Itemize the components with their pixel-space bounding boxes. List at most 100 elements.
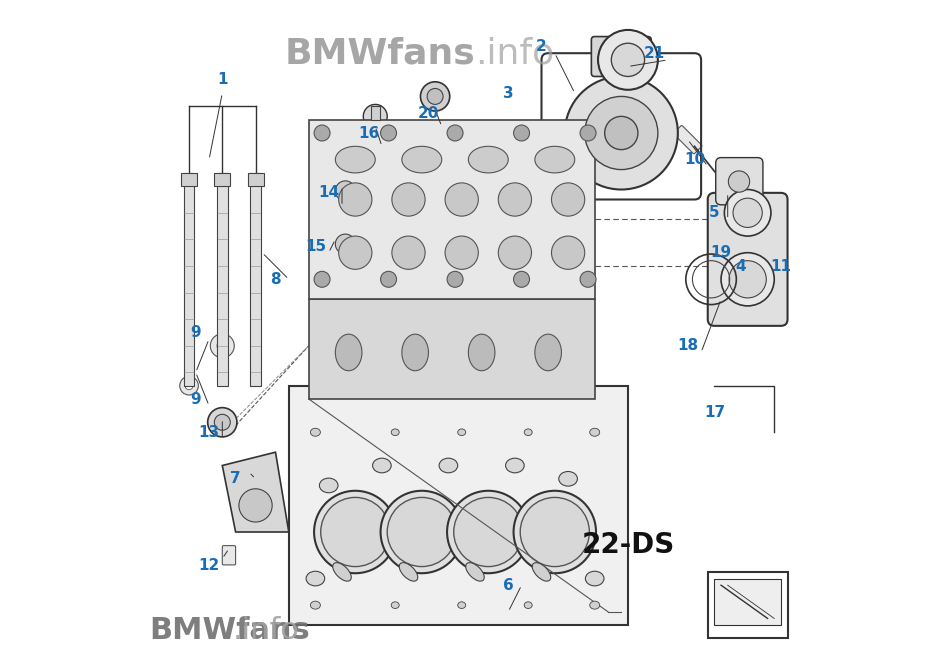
Circle shape xyxy=(514,491,596,573)
Polygon shape xyxy=(309,120,595,299)
Bar xyxy=(183,173,195,386)
Circle shape xyxy=(580,125,596,141)
Ellipse shape xyxy=(458,602,466,608)
Ellipse shape xyxy=(468,146,508,173)
Text: 4: 4 xyxy=(735,259,747,273)
FancyBboxPatch shape xyxy=(715,158,763,205)
Text: 1: 1 xyxy=(217,72,228,87)
Bar xyxy=(217,173,228,386)
Ellipse shape xyxy=(319,478,338,493)
Circle shape xyxy=(498,183,532,216)
Circle shape xyxy=(580,271,596,287)
Text: 11: 11 xyxy=(770,259,791,273)
Ellipse shape xyxy=(468,334,495,371)
Ellipse shape xyxy=(402,334,428,371)
Ellipse shape xyxy=(505,458,524,473)
Ellipse shape xyxy=(391,429,399,436)
Circle shape xyxy=(363,104,388,128)
Text: 22-DS: 22-DS xyxy=(581,531,674,559)
Circle shape xyxy=(381,271,396,287)
Text: 21: 21 xyxy=(644,46,665,61)
Circle shape xyxy=(381,125,396,141)
Ellipse shape xyxy=(402,146,442,173)
Circle shape xyxy=(388,497,456,567)
Circle shape xyxy=(338,183,372,216)
Circle shape xyxy=(210,334,235,358)
Text: 6: 6 xyxy=(503,578,514,593)
Circle shape xyxy=(514,125,529,141)
Ellipse shape xyxy=(535,334,561,371)
Circle shape xyxy=(612,43,644,76)
Text: 17: 17 xyxy=(704,405,725,420)
Bar xyxy=(248,173,263,186)
Circle shape xyxy=(338,236,372,269)
Polygon shape xyxy=(289,386,628,625)
Circle shape xyxy=(521,497,589,567)
Ellipse shape xyxy=(524,429,532,436)
Text: 15: 15 xyxy=(305,239,326,253)
Text: .info: .info xyxy=(233,616,299,645)
Bar xyxy=(181,173,197,186)
Ellipse shape xyxy=(335,146,375,173)
Circle shape xyxy=(551,183,584,216)
FancyBboxPatch shape xyxy=(316,224,374,265)
Text: 9: 9 xyxy=(190,325,201,340)
Circle shape xyxy=(729,261,767,298)
Circle shape xyxy=(335,234,355,254)
Ellipse shape xyxy=(399,563,418,581)
FancyBboxPatch shape xyxy=(591,37,651,76)
Circle shape xyxy=(454,497,522,567)
Text: 7: 7 xyxy=(230,471,241,486)
Circle shape xyxy=(314,491,396,573)
Bar xyxy=(250,173,261,386)
Circle shape xyxy=(335,181,355,201)
Circle shape xyxy=(421,82,449,111)
Ellipse shape xyxy=(535,146,575,173)
Circle shape xyxy=(180,376,199,395)
FancyBboxPatch shape xyxy=(316,171,374,211)
Text: 20: 20 xyxy=(418,106,439,120)
Circle shape xyxy=(217,340,228,351)
Ellipse shape xyxy=(439,458,458,473)
Circle shape xyxy=(314,125,330,141)
Text: 5: 5 xyxy=(709,205,720,220)
Ellipse shape xyxy=(585,571,604,586)
Text: 16: 16 xyxy=(358,126,379,140)
Circle shape xyxy=(391,236,426,269)
FancyBboxPatch shape xyxy=(674,126,702,154)
Text: 14: 14 xyxy=(318,186,339,200)
Circle shape xyxy=(721,253,774,306)
Circle shape xyxy=(215,414,230,430)
Polygon shape xyxy=(309,299,595,399)
Circle shape xyxy=(514,271,529,287)
Ellipse shape xyxy=(332,563,352,581)
Polygon shape xyxy=(714,579,781,625)
Circle shape xyxy=(724,190,770,236)
Text: 19: 19 xyxy=(711,245,732,260)
Circle shape xyxy=(321,497,390,567)
Ellipse shape xyxy=(466,563,484,581)
Circle shape xyxy=(185,382,193,390)
Ellipse shape xyxy=(532,563,551,581)
Ellipse shape xyxy=(311,601,320,609)
Text: 12: 12 xyxy=(199,558,219,573)
Bar xyxy=(708,572,788,638)
Text: 2: 2 xyxy=(536,39,547,54)
Circle shape xyxy=(314,271,330,287)
Circle shape xyxy=(498,236,532,269)
Circle shape xyxy=(445,183,478,216)
Bar xyxy=(370,106,380,120)
Ellipse shape xyxy=(590,601,599,609)
Circle shape xyxy=(208,408,237,437)
Circle shape xyxy=(733,198,762,227)
Circle shape xyxy=(239,489,273,522)
Circle shape xyxy=(381,491,463,573)
Polygon shape xyxy=(222,452,289,532)
Text: BMWfans: BMWfans xyxy=(149,616,310,645)
Text: 3: 3 xyxy=(503,86,514,100)
Text: 8: 8 xyxy=(270,272,281,287)
Circle shape xyxy=(584,96,657,170)
Circle shape xyxy=(428,88,443,104)
Circle shape xyxy=(551,236,584,269)
Ellipse shape xyxy=(306,571,325,586)
